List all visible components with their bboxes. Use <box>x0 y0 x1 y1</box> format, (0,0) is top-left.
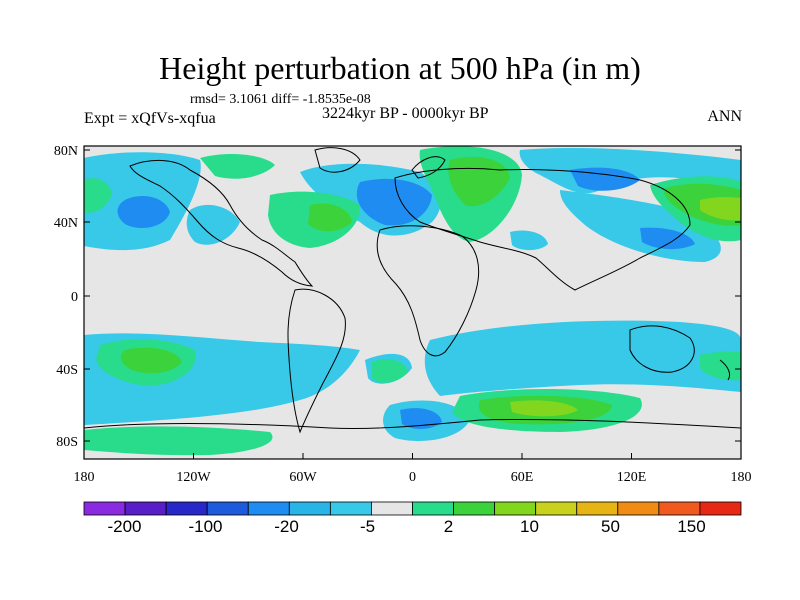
lat-tick-label: 80N <box>54 144 78 159</box>
colorbar-label: -20 <box>274 517 299 536</box>
lat-tick-label: 40N <box>54 216 78 231</box>
lon-tick-label: 0 <box>409 470 416 485</box>
colorbar-label: -5 <box>360 517 375 536</box>
pos-core-south-pacific <box>120 347 182 374</box>
pos-peak-southern-ocean <box>510 400 578 417</box>
colorbar-labels: -200 -100 -20 -5 2 10 50 150 <box>107 517 705 536</box>
colorbar-label: 10 <box>520 517 539 536</box>
lat-tick-label: 40S <box>56 363 78 378</box>
rmsd-diff-stats: rmsd= 3.1061 diff= -1.8535e-08 <box>190 92 371 107</box>
longitude-tick-labels: 180 120W 60W 0 60E 120E 180 <box>74 470 752 485</box>
colorbar-swatch <box>494 501 537 516</box>
colorbar-swatch <box>206 501 249 516</box>
colorbar-label: 150 <box>677 517 705 536</box>
latitude-tick-labels: 80N 40N 0 40S 80S <box>54 144 78 450</box>
colorbar-swatch <box>617 501 660 516</box>
pos-region-hudson <box>200 154 275 179</box>
pos-core-western-atlantic <box>308 203 352 232</box>
colorbar-label: 50 <box>601 517 620 536</box>
coast-north-america <box>129 159 314 287</box>
colorbar-swatch <box>83 501 126 516</box>
pos-region-dateline-north <box>84 178 112 213</box>
neg-core-siberia <box>570 167 640 191</box>
coast-south-america <box>287 288 346 434</box>
neg-region-southern-indian <box>424 320 741 396</box>
pos-region-antarctic-pacific <box>84 426 273 456</box>
neg-core-north-pacific <box>117 196 170 228</box>
colorbar-swatch <box>124 501 167 516</box>
neg-region-arctic <box>519 148 741 195</box>
colorbar-swatch <box>288 501 331 516</box>
lon-tick-label: 180 <box>74 470 95 485</box>
experiment-label: Expt = xQfVs-xqfua <box>84 110 216 127</box>
colorbar-swatch <box>658 501 701 516</box>
lon-tick-label: 120E <box>617 470 647 485</box>
neg-region-arabia <box>510 230 548 251</box>
colorbar-swatch <box>576 501 619 516</box>
colorbar-label: -100 <box>188 517 222 536</box>
lon-tick-label: 60E <box>511 470 534 485</box>
pos-peak-north-pacific-east <box>700 197 741 221</box>
lat-tick-label: 0 <box>71 290 78 305</box>
coast-australia <box>629 325 695 373</box>
pos-region-south-atlantic-small <box>372 359 408 383</box>
colorbar-swatch <box>535 501 578 516</box>
season-label: ANN <box>707 108 742 125</box>
colorbar-swatch <box>247 501 290 516</box>
colorbar <box>83 501 742 516</box>
lat-tick-label: 80S <box>56 435 78 450</box>
colorbar-swatch <box>453 501 496 516</box>
coast-africa <box>376 225 480 357</box>
coast-antarctica <box>84 418 741 429</box>
longitude-axis <box>83 453 742 459</box>
coastlines <box>84 147 741 434</box>
colorbar-label: -200 <box>107 517 141 536</box>
neg-region-caribbean <box>186 204 240 245</box>
colorbar-label: 2 <box>444 517 453 536</box>
latitude-axis <box>84 149 741 442</box>
positive-strong-regions <box>510 197 741 417</box>
coast-eurasia <box>394 167 691 291</box>
lon-tick-label: 60W <box>289 470 317 485</box>
coast-scandinavia <box>411 156 446 179</box>
negative-mid-regions <box>117 167 695 429</box>
map-plot-area <box>84 146 741 459</box>
neg-core-europe <box>356 178 432 226</box>
lon-tick-label: 120W <box>176 470 211 485</box>
colorbar-swatch <box>329 501 372 516</box>
colorbar-swatch <box>412 501 454 516</box>
colorbar-swatch <box>165 501 208 516</box>
colorbar-swatch <box>371 501 413 516</box>
neg-core-weddell <box>400 408 442 429</box>
colorbar-swatch <box>699 501 742 516</box>
map-title: Height perturbation at 500 hPa (in m) <box>159 50 641 86</box>
coast-greenland <box>314 147 361 173</box>
neg-core-japan <box>640 227 695 250</box>
pos-region-tasman <box>700 351 741 381</box>
lon-tick-label: 180 <box>731 470 752 485</box>
coast-new-zealand <box>719 359 731 381</box>
time-period-label: 3224kyr BP - 0000kyr BP <box>322 105 489 122</box>
